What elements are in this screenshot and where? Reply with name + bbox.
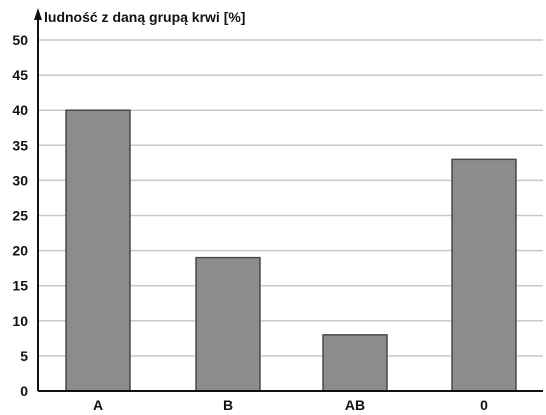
x-category-label: A <box>93 397 103 413</box>
y-tick-label: 50 <box>12 32 28 48</box>
y-axis-title: ludność z daną grupą krwi [%] <box>44 9 245 25</box>
bar-a <box>65 109 131 392</box>
x-category-label: B <box>223 397 233 413</box>
x-category-label: AB <box>345 397 365 413</box>
axes <box>34 8 543 392</box>
y-axis-arrow-icon <box>34 8 42 20</box>
y-tick-label: 20 <box>12 243 28 259</box>
y-tick-label: 0 <box>20 383 28 399</box>
bar-0 <box>451 158 517 392</box>
y-tick-label: 45 <box>12 67 28 83</box>
y-tick-label: 30 <box>12 172 28 188</box>
x-category-labels: A B AB 0 <box>93 397 488 413</box>
bar-b <box>195 256 261 392</box>
y-tick-labels: 0 5 10 15 20 25 30 35 40 45 50 <box>12 32 28 399</box>
x-category-label: 0 <box>480 397 488 413</box>
bar-ab <box>322 334 388 392</box>
y-tick-label: 5 <box>20 348 28 364</box>
y-tick-label: 40 <box>12 102 28 118</box>
y-tick-label: 25 <box>12 208 28 224</box>
y-tick-label: 15 <box>12 278 28 294</box>
y-tick-label: 35 <box>12 137 28 153</box>
y-tick-label: 10 <box>12 313 28 329</box>
